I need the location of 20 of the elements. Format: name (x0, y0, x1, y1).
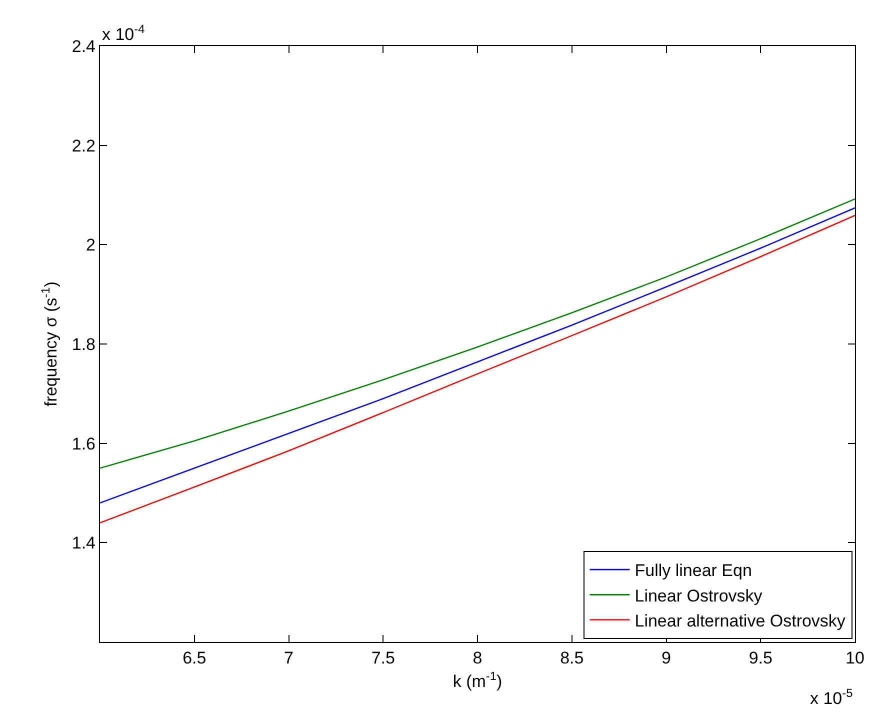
y-tick-label: 2.4 (72, 36, 96, 56)
x-axis-title: k (m$^{-1}$) (452, 668, 502, 691)
x-tick-label: 6.5 (182, 648, 206, 668)
x-tick-label: 7 (284, 648, 294, 668)
x-tick-label: 10 (846, 648, 864, 668)
y-tick-label: 2.2 (72, 136, 96, 156)
x-tick-label: 9 (662, 648, 671, 668)
legend-label: Linear Ostrovsky (634, 586, 763, 606)
x-tick-label: 7.5 (371, 648, 395, 668)
text: x 10$^{-5}$ (810, 686, 854, 708)
x-tick-label: 8.5 (560, 648, 584, 668)
x-tick-label: 8 (472, 648, 482, 668)
text: x 10$^{-4}$ (102, 22, 146, 44)
y-tick-label: 2 (86, 236, 96, 255)
legend-label: Linear alternative Ostrovsky (634, 611, 846, 630)
x-tick-label: 9.5 (748, 648, 772, 668)
legend-label: Fully linear Eqn (634, 561, 752, 580)
y-tick-label: 1.4 (72, 534, 96, 553)
y-tick-label: 1.8 (72, 334, 96, 354)
y-tick-label: 1.6 (72, 434, 96, 454)
